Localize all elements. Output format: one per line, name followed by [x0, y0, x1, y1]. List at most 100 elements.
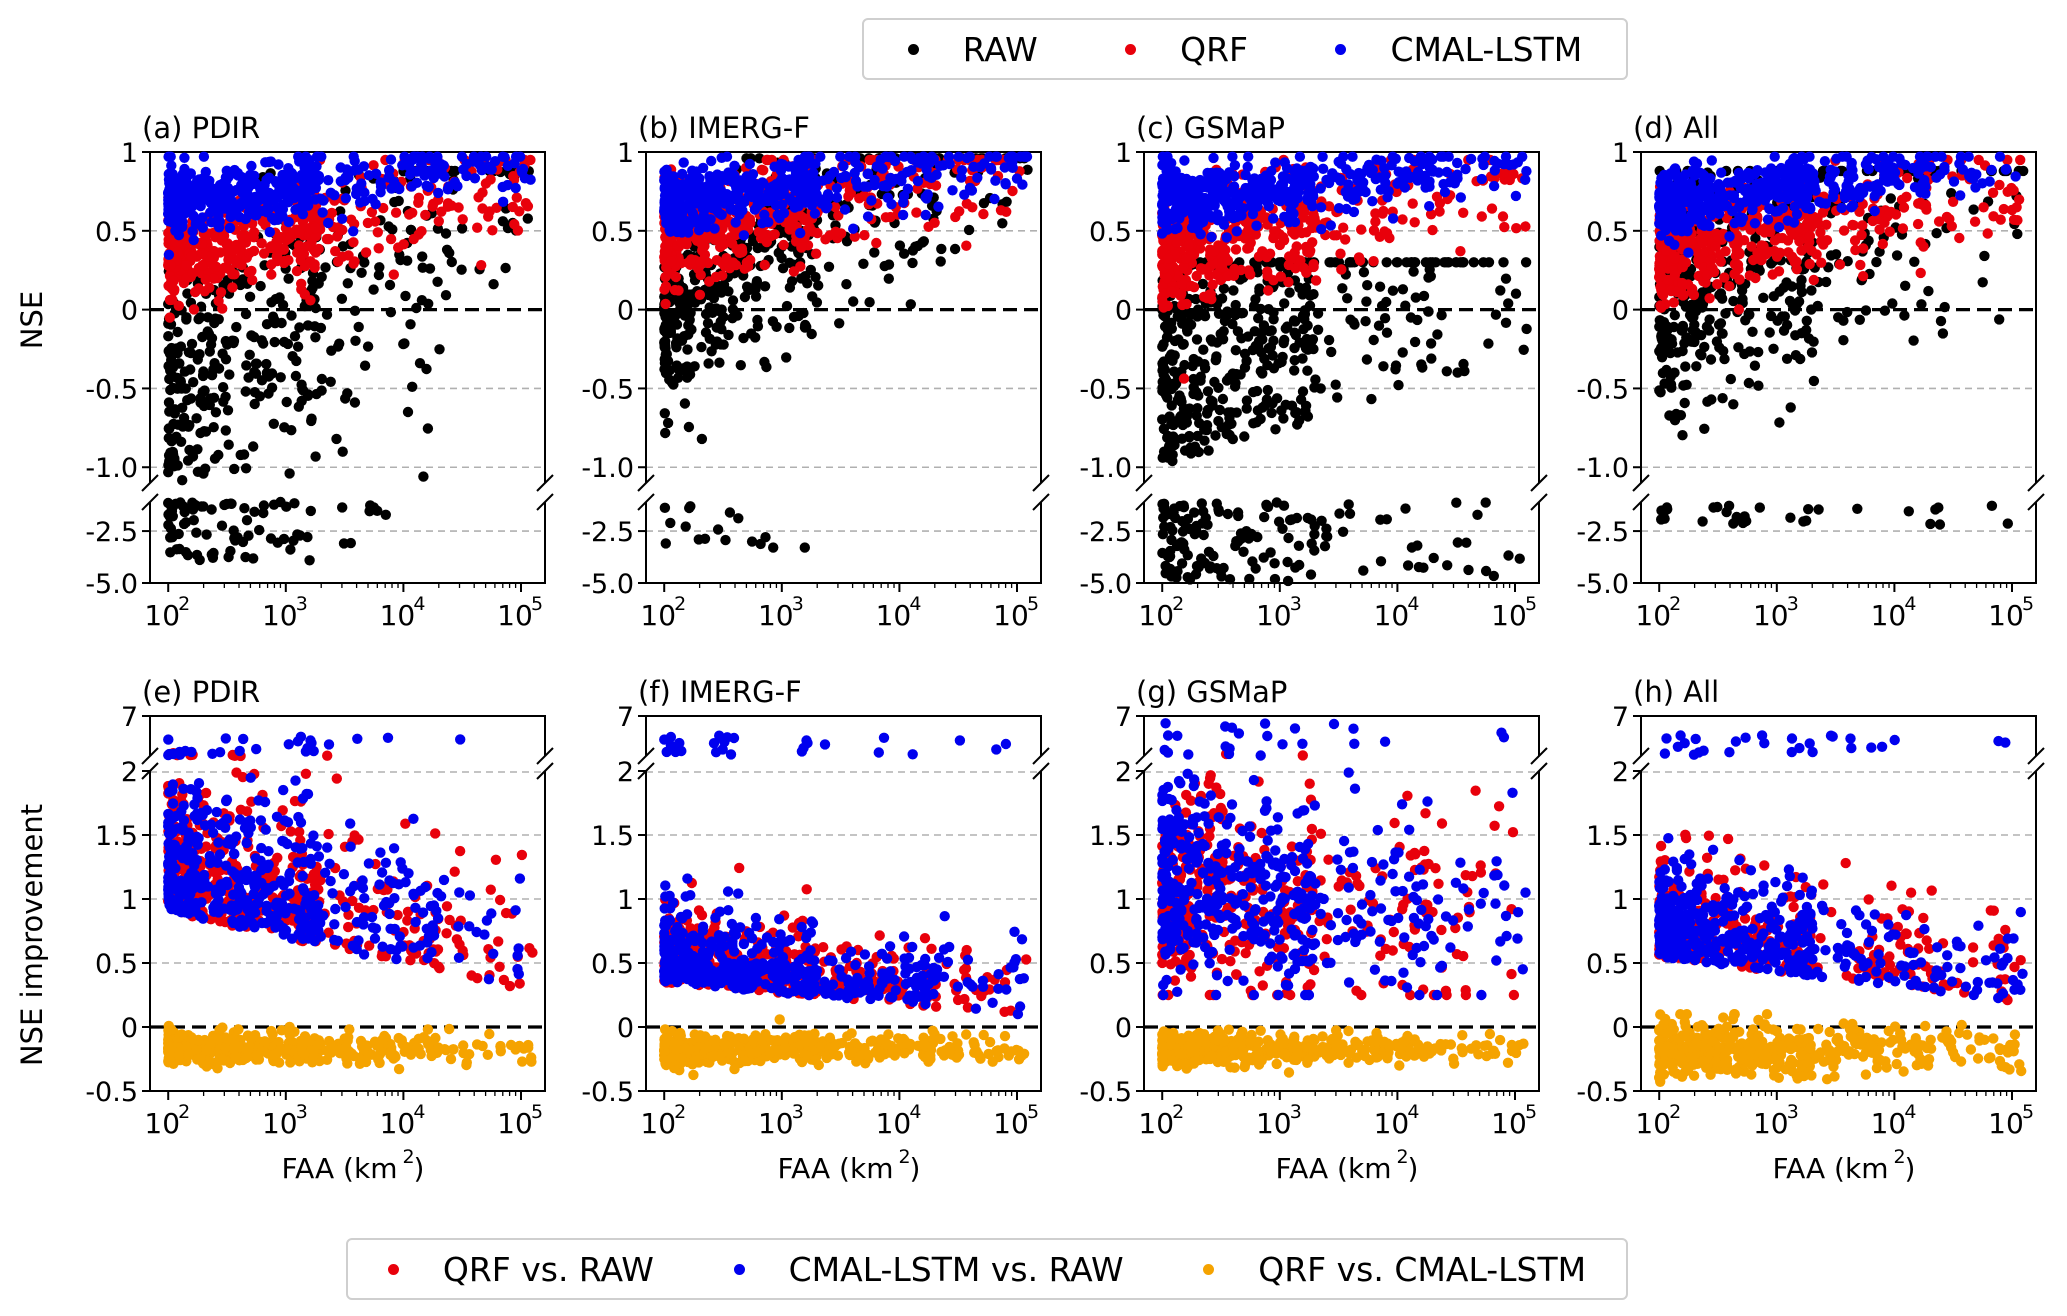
point-lstm: [764, 182, 776, 193]
point-qrf-vs-raw: [874, 930, 885, 941]
point-qrf: [727, 257, 739, 268]
point-lstm: [1011, 173, 1023, 184]
axis-break-mark: [536, 493, 554, 511]
point-cmal-lstm-vs-raw: [220, 822, 231, 833]
point-qrf: [661, 247, 672, 258]
point-lstm: [166, 160, 177, 171]
point-qrf: [346, 214, 357, 225]
point-qrf: [509, 219, 520, 230]
point-raw: [682, 344, 693, 355]
point-lstm: [205, 207, 216, 218]
x-tick-exponent: 3: [296, 1101, 308, 1123]
point-lstm: [175, 221, 187, 232]
x-tick-exponent: 3: [296, 593, 308, 615]
point-lstm: [421, 180, 432, 191]
point-lstm: [246, 160, 257, 172]
point-raw: [163, 497, 174, 509]
point-qrf: [695, 256, 706, 267]
point-qrf: [278, 244, 290, 255]
point-qrf-vs-cmal-lstm: [842, 1031, 853, 1042]
point-raw: [353, 321, 364, 333]
point-lstm: [229, 201, 241, 212]
point-qrf-vs-cmal-lstm: [748, 1034, 759, 1045]
point-cmal-lstm-vs-raw: [278, 784, 289, 796]
point-lstm: [222, 193, 233, 204]
point-qrf: [741, 257, 753, 268]
point-raw: [912, 240, 923, 252]
point-qrf-vs-cmal-lstm: [163, 1020, 174, 1032]
point-qrf-vs-cmal-lstm: [256, 1046, 267, 1058]
point-lstm: [901, 166, 913, 178]
y-tick-label: -1.0: [85, 453, 138, 484]
point-cmal-lstm-vs-raw: [388, 843, 400, 854]
point-qrf-vs-cmal-lstm: [739, 1055, 750, 1067]
point-raw: [268, 418, 279, 429]
point-cmal-lstm-vs-raw: [408, 888, 419, 899]
point-raw: [372, 505, 383, 516]
point-cmal-lstm-vs-raw: [347, 940, 358, 951]
point-cmal-lstm-vs-raw: [293, 914, 305, 925]
point-qrf-vs-raw: [231, 767, 242, 778]
point-raw: [342, 388, 353, 399]
point-qrf-vs-raw: [441, 928, 452, 939]
point-cmal-lstm-vs-raw: [283, 739, 294, 750]
point-qrf-vs-cmal-lstm: [738, 1033, 750, 1044]
point-raw: [702, 318, 714, 329]
point-qrf: [349, 256, 360, 267]
point-raw: [294, 322, 305, 333]
point-qrf-vs-raw: [430, 828, 441, 839]
point-cmal-lstm-vs-raw: [369, 933, 381, 944]
point-lstm: [734, 209, 745, 220]
point-raw: [907, 257, 918, 269]
point-raw: [336, 293, 348, 304]
point-raw: [289, 331, 301, 342]
point-qrf: [310, 231, 322, 242]
point-raw: [380, 509, 391, 520]
point-lstm: [416, 159, 427, 171]
point-qrf-vs-raw: [323, 828, 334, 840]
point-qrf-vs-cmal-lstm: [327, 1041, 338, 1052]
point-lstm: [323, 217, 334, 229]
point-raw: [178, 518, 190, 530]
point-qrf-vs-cmal-lstm: [961, 1029, 972, 1040]
point-lstm: [697, 162, 709, 174]
point-qrf: [954, 206, 965, 217]
point-lstm: [920, 191, 931, 203]
point-qrf: [413, 197, 424, 208]
point-qrf-vs-cmal-lstm: [166, 1043, 178, 1054]
point-lstm: [887, 176, 898, 187]
point-raw: [356, 267, 367, 278]
point-raw: [184, 419, 195, 431]
point-lstm: [163, 249, 175, 260]
point-cmal-lstm-vs-raw: [385, 923, 396, 934]
point-cmal-lstm-vs-raw: [324, 858, 335, 869]
point-raw: [400, 290, 411, 302]
point-raw: [220, 354, 232, 365]
point-lstm: [406, 165, 418, 176]
point-raw: [712, 305, 724, 316]
point-lstm: [790, 165, 802, 176]
point-raw: [250, 358, 262, 369]
point-qrf-vs-cmal-lstm: [789, 1031, 800, 1043]
point-cmal-lstm-vs-raw: [278, 929, 289, 940]
point-cmal-lstm-vs-raw: [387, 877, 399, 889]
point-cmal-lstm-vs-raw: [163, 819, 174, 830]
point-lstm: [384, 164, 395, 176]
point-qrf-vs-cmal-lstm: [393, 1063, 405, 1075]
point-lstm: [516, 164, 527, 176]
point-lstm: [283, 216, 294, 228]
point-lstm: [772, 209, 783, 221]
point-cmal-lstm-vs-raw: [464, 890, 476, 901]
point-lstm: [173, 229, 185, 241]
point-raw: [671, 342, 682, 353]
point-lstm: [356, 178, 367, 189]
point-lstm: [744, 158, 755, 170]
point-cmal-lstm-vs-raw: [366, 911, 378, 923]
point-raw: [310, 332, 321, 343]
point-cmal-lstm-vs-raw: [305, 858, 316, 869]
point-lstm: [170, 182, 181, 193]
point-lstm: [947, 185, 958, 196]
point-raw: [935, 256, 946, 267]
y-tick-label: 2: [121, 757, 138, 788]
point-raw: [660, 340, 671, 351]
